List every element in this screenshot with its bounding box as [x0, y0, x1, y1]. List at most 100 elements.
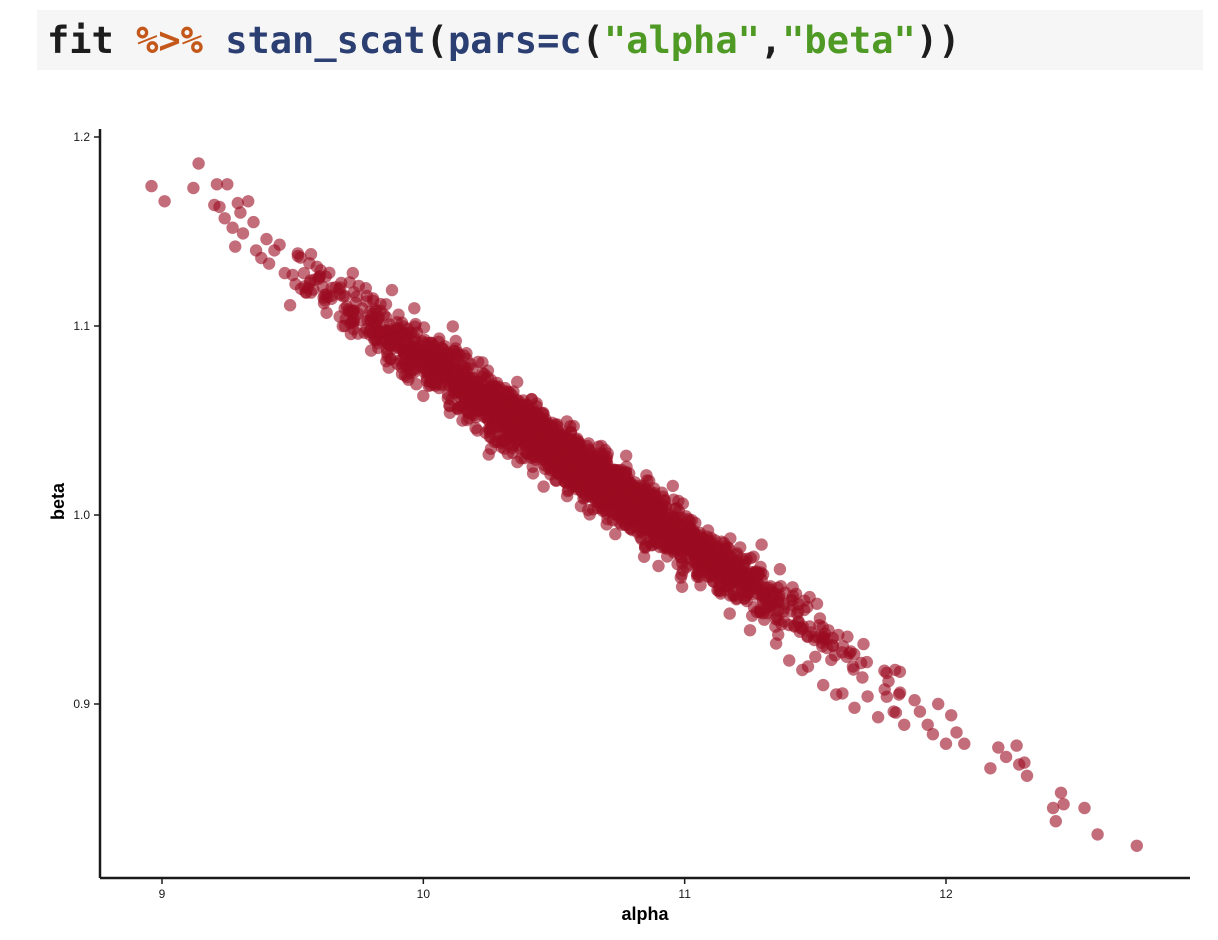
scatter-point: [503, 397, 516, 410]
x-tick-label: 9: [159, 887, 166, 901]
scatter-point: [370, 304, 383, 318]
scatter-point: [1046, 801, 1060, 815]
scatter-point: [534, 431, 548, 444]
scatter-point: [999, 750, 1013, 764]
scatter-point: [414, 352, 427, 365]
scatter-point: [242, 195, 255, 208]
scatter-point: [364, 344, 378, 357]
scatter-point: [777, 597, 791, 610]
scatter-point: [451, 346, 464, 359]
scatter-point: [441, 388, 455, 401]
scatter-point: [756, 607, 770, 620]
scatter-point: [360, 295, 373, 308]
x-tick-label: 12: [939, 887, 953, 901]
scatter-point: [848, 701, 861, 714]
scatter-point: [748, 581, 762, 595]
scatter-point: [511, 455, 524, 469]
scatter-point: [893, 665, 907, 678]
code-pipe-operator: %>%: [136, 18, 203, 62]
scatter-point: [767, 586, 780, 600]
scatter-point: [187, 181, 200, 195]
scatter-point: [871, 711, 885, 724]
scatter-point: [299, 285, 312, 299]
scatter-point: [932, 697, 945, 711]
scatter-point: [1130, 839, 1144, 852]
scatter-point: [647, 482, 661, 495]
code-equals: =: [537, 18, 560, 62]
scatter-point: [158, 195, 171, 208]
scatter-point: [898, 718, 911, 731]
scatter-point: [560, 446, 573, 460]
scatter-point: [587, 503, 600, 516]
scatter-point: [1057, 798, 1070, 811]
scatter-point: [283, 299, 297, 312]
scatter-point: [481, 364, 495, 377]
scatter-point: [484, 403, 497, 416]
scatter-point: [647, 499, 660, 512]
scatter-point: [1078, 801, 1091, 815]
scatter-point: [226, 221, 239, 234]
scatter-point: [262, 257, 276, 270]
scatter-point: [892, 688, 906, 701]
scatter-point: [537, 480, 550, 493]
scatter-point: [385, 283, 399, 297]
scatter-point: [574, 449, 588, 462]
scatter-point: [600, 491, 613, 505]
scatter-point: [354, 314, 368, 327]
x-tick-label: 10: [417, 887, 431, 901]
scatter-point: [661, 550, 674, 563]
scatter-point: [958, 737, 971, 750]
scatter-point: [192, 157, 205, 170]
scatter-point: [880, 690, 893, 703]
x-tick-label: 11: [678, 887, 691, 901]
scatter-points: [145, 157, 1144, 852]
scatter-point: [417, 389, 430, 403]
scatter-point: [626, 523, 639, 537]
scatter-point: [464, 357, 477, 370]
scatter-point: [704, 556, 717, 569]
scatter-point: [809, 650, 822, 663]
scatter-point: [346, 266, 359, 280]
scatter-point: [652, 559, 665, 573]
scatter-point: [492, 415, 505, 428]
scatter-point: [391, 357, 404, 370]
scatter-point: [882, 675, 895, 688]
scatter-point: [495, 440, 508, 454]
scatter-point: [722, 542, 736, 556]
scatter-point: [273, 238, 286, 251]
scatter-point: [435, 351, 448, 365]
scatter-point: [984, 762, 997, 775]
scatter-point: [735, 581, 748, 594]
scatter-point: [448, 365, 461, 378]
scatter-point: [507, 385, 520, 398]
scatter-point: [822, 624, 835, 637]
scatter-point: [683, 525, 697, 539]
scatter-point: [796, 663, 809, 677]
scatter-point: [568, 437, 582, 450]
scatter-point: [769, 620, 782, 633]
scatter-point: [609, 504, 623, 518]
scatter-point: [637, 550, 651, 563]
scatter-point: [1018, 756, 1031, 769]
scatter-point: [846, 660, 860, 673]
scatter-point: [418, 366, 431, 379]
scatter-point: [510, 411, 523, 424]
scatter-point: [783, 654, 796, 667]
scatter-point: [621, 471, 634, 484]
scatter-point: [325, 289, 339, 302]
scatter-point: [636, 514, 649, 528]
scatter-point: [464, 399, 478, 412]
scatter-point: [609, 527, 622, 541]
scatter-point: [856, 671, 869, 684]
scatter-point: [312, 272, 325, 285]
scatter-point: [422, 336, 435, 350]
scatter-point: [601, 474, 614, 487]
scatter-point: [379, 298, 393, 311]
scatter-point: [409, 317, 422, 331]
scatter-point: [538, 462, 552, 476]
scatter-point: [712, 584, 725, 597]
scatter-point: [482, 448, 495, 461]
scatter-point: [408, 302, 421, 315]
scatter-point: [813, 619, 826, 632]
code-vector-function: c: [559, 18, 582, 62]
